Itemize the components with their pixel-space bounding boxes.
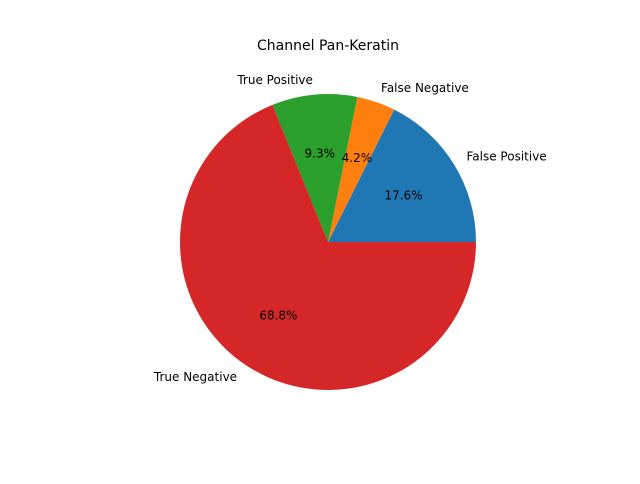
pie-slice-true-positive [272,94,358,242]
slice-label-true-positive: True Positive [236,73,313,87]
slice-label-true-negative: True Negative [153,370,237,384]
percent-label-true-negative: 68.8% [259,309,297,323]
pie-slice-false-negative [328,96,395,242]
slice-label-false-negative: False Negative [381,81,469,95]
percent-label-false-negative: 4.2% [342,151,373,165]
slice-label-false-positive: False Positive [466,149,546,163]
percent-label-true-positive: 9.3% [305,147,336,161]
pie-slice-false-positive [328,109,476,242]
chart-title: Channel Pan-Keratin [257,38,399,54]
slice-labels: False Positive False Negative True Positiv… [153,73,547,384]
pie-slices [180,94,476,391]
pie-slice-true-negative [180,104,476,391]
percent-labels: 17.6% 4.2% 9.3% 68.8% [259,147,422,323]
percent-label-false-positive: 17.6% [384,188,422,202]
